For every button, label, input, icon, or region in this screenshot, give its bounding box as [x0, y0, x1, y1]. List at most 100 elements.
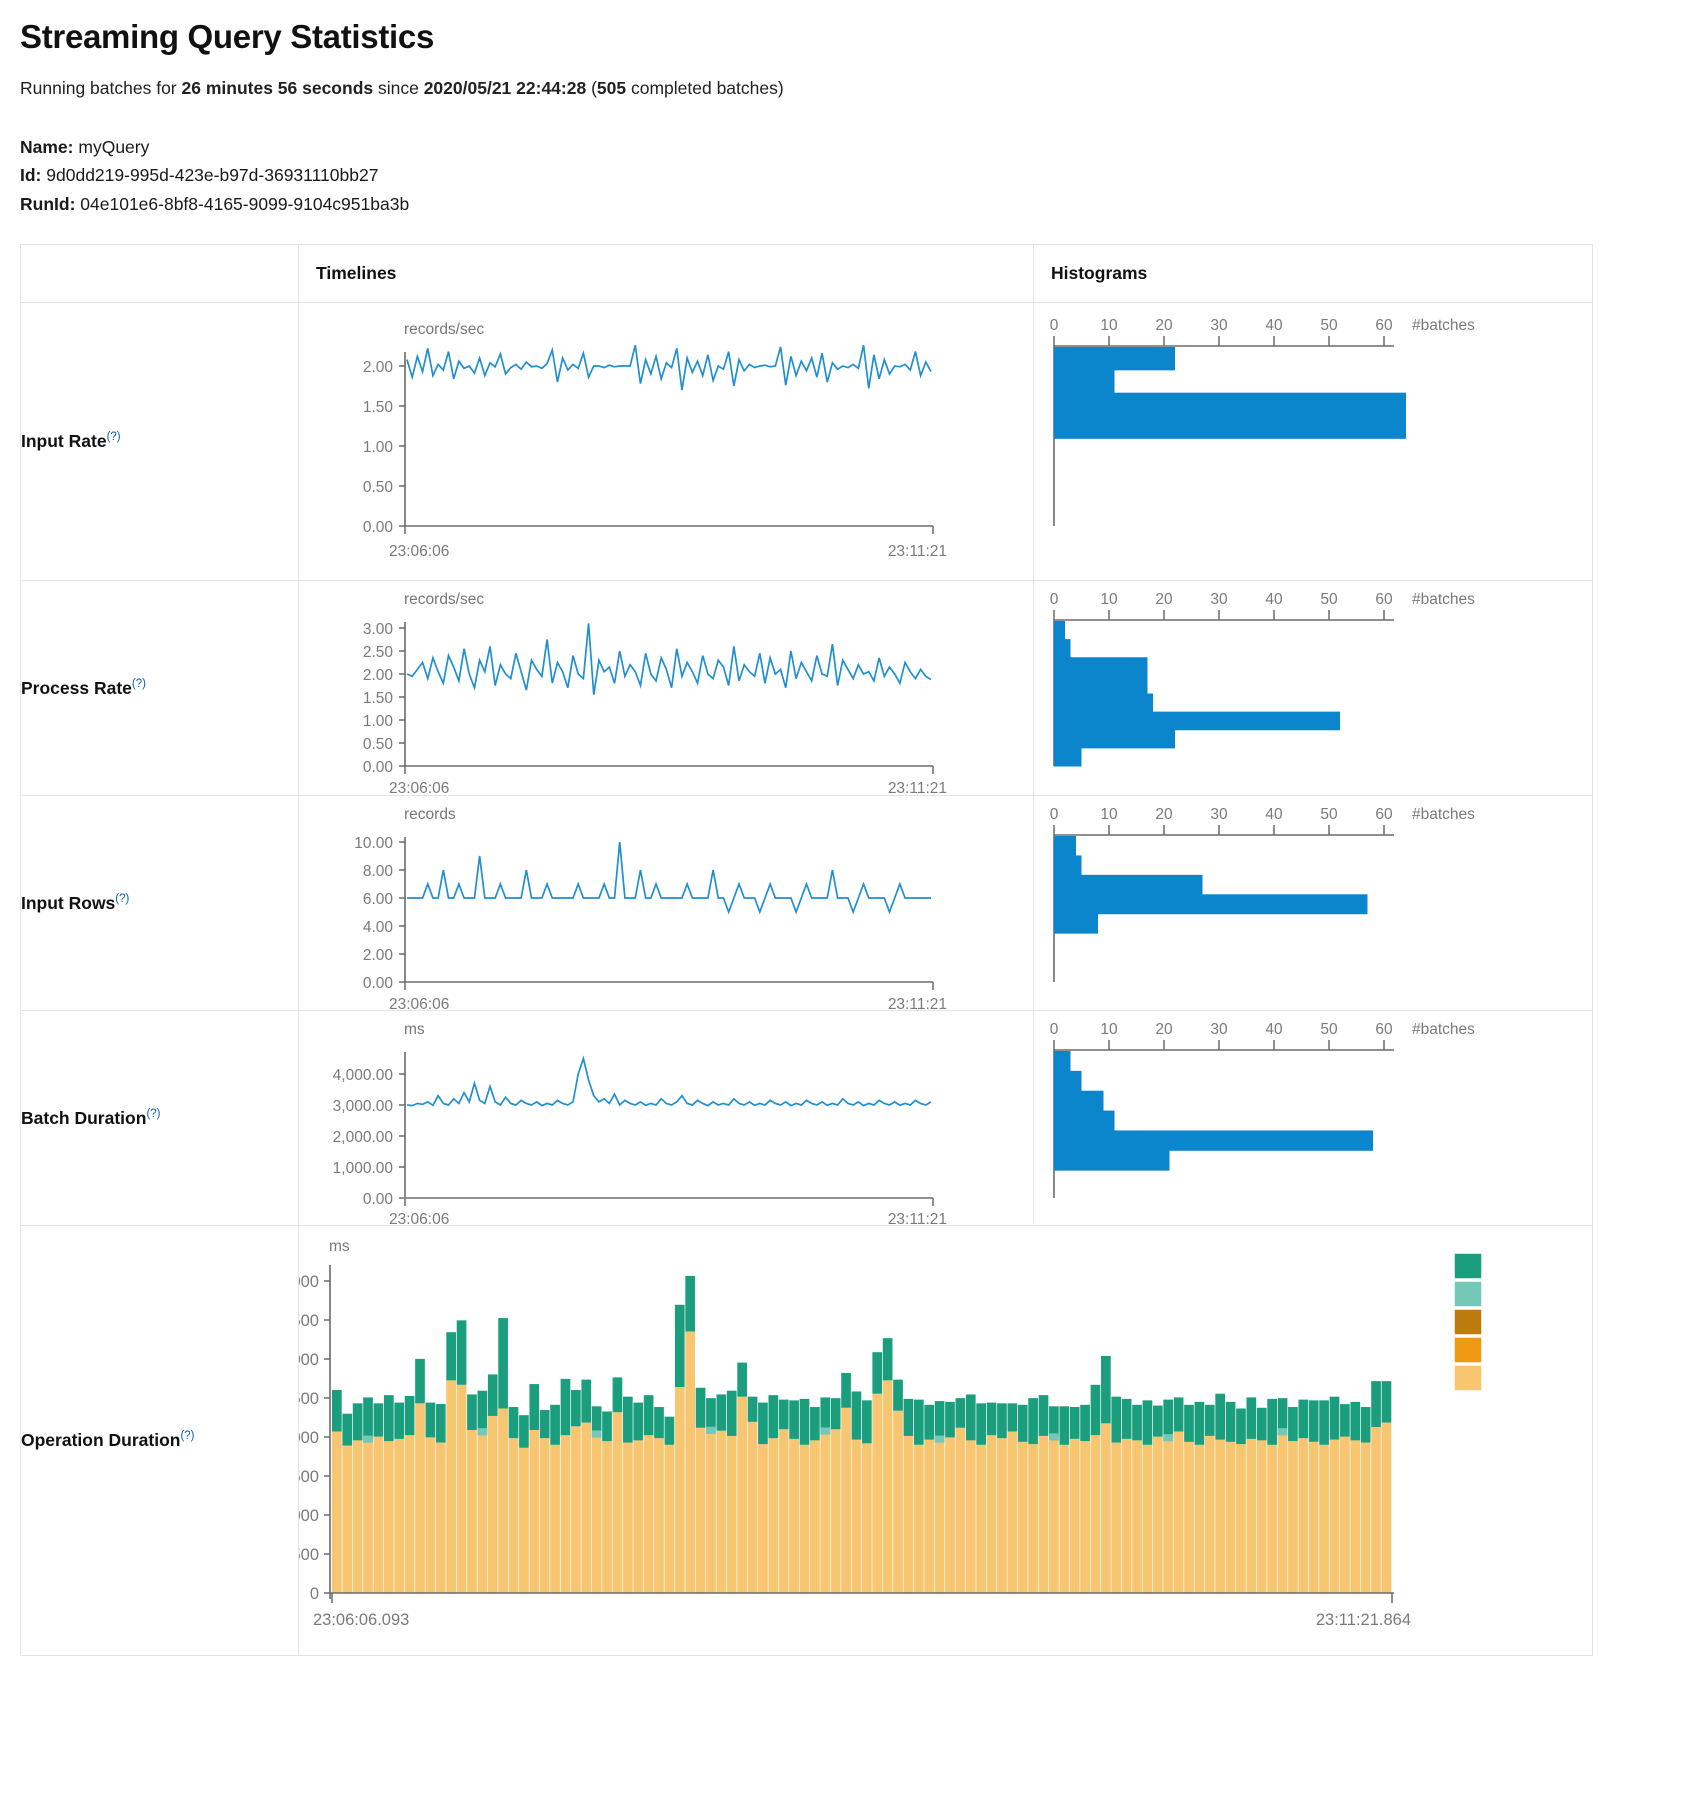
od-bar-segment-bottom: [581, 1422, 592, 1593]
od-bar-segment-top: [571, 1389, 581, 1426]
od-bar-segment-top: [685, 1275, 696, 1331]
od-bar-segment-bottom: [862, 1442, 872, 1593]
od-bar-segment-bottom: [1173, 1431, 1184, 1593]
process-rate-histogram-chart[interactable]: 0 10 20 30 40 50 60 #batches: [1034, 582, 1591, 795]
timeline-unit-label: records: [404, 806, 456, 823]
od-bar-segment-top: [394, 1402, 405, 1439]
histogram-bar: [1054, 656, 1148, 676]
id-label: Id:: [20, 165, 42, 186]
help-icon[interactable]: (?): [146, 1107, 161, 1120]
svg-text:30: 30: [1210, 591, 1228, 608]
od-bar-segment-bottom: [1142, 1444, 1153, 1593]
svg-text:50: 50: [1320, 591, 1338, 608]
query-metadata: Name: myQuery Id: 9d0dd219-995d-423e-b97…: [20, 133, 1673, 218]
timeline-cell-input-rate: records/sec 2.00 1.50 1.00 0.50: [298, 302, 1034, 582]
batch-duration-timeline-chart[interactable]: ms 4,000.00 3,000.00 2,000.00 1,000.00: [299, 1012, 1033, 1225]
help-icon[interactable]: (?): [115, 892, 130, 905]
od-bar-segment-bottom: [997, 1437, 1007, 1593]
od-bar-segment-bottom: [352, 1439, 363, 1593]
od-bar-segment-top: [591, 1405, 602, 1437]
batch-duration-histogram-chart[interactable]: 0 10 20 30 40 50 60 #batches: [1034, 1012, 1591, 1225]
hist-unit-label: #batches: [1412, 1021, 1475, 1038]
y-axis-ticks: 4,000.00 3,000.00 2,000.00 1,000.00 0.00: [333, 1067, 405, 1208]
svg-text:20: 20: [1155, 806, 1173, 823]
od-bar-segment-bottom: [602, 1440, 612, 1593]
help-icon[interactable]: (?): [180, 1430, 195, 1443]
od-bar-segment-top: [519, 1414, 529, 1448]
legend-swatch[interactable]: [1453, 1307, 1483, 1336]
od-bar-segment-top: [425, 1402, 436, 1437]
hist-x-ticks: 0 10 20 30 40 50 60 #batches: [1050, 317, 1475, 346]
od-bar-segment-bottom: [1069, 1438, 1080, 1593]
od-bar-segment-bottom: [1267, 1444, 1277, 1593]
od-bar-segment-top: [1069, 1406, 1080, 1439]
input-rows-histogram-chart[interactable]: 0 10 20 30 40 50 60 #batches: [1034, 797, 1591, 1010]
timeline-cell-process-rate: records/sec 3.00 2.50 2.00 1.50: [298, 580, 1034, 797]
process-rate-timeline-chart[interactable]: records/sec 3.00 2.50 2.00 1.50: [299, 582, 1033, 795]
svg-text:0.00: 0.00: [363, 975, 394, 992]
od-bar-segment-bottom: [1371, 1426, 1381, 1593]
od-bar-segment-bottom: [1132, 1439, 1142, 1593]
svg-text:20: 20: [1155, 317, 1173, 334]
running-batches-subtitle: Running batches for 26 minutes 56 second…: [20, 78, 1673, 99]
od-bar-segment-bottom: [1007, 1431, 1018, 1593]
operation-duration-chart[interactable]: ms 4000 3500 3000 2500 2000: [299, 1227, 1591, 1655]
od-bar-segment-top: [955, 1397, 966, 1428]
od-bar-segment-bottom: [1298, 1437, 1309, 1593]
od-bar-segment-top: [373, 1402, 384, 1437]
od-bar-segment-bottom: [456, 1384, 467, 1593]
od-bar-segment-top: [498, 1317, 508, 1409]
od-bar-segment-bottom: [1319, 1444, 1329, 1593]
od-bar-segment-bottom: [373, 1436, 384, 1593]
metric-name: Operation Duration: [21, 1430, 181, 1451]
table-header-row: Timelines Histograms: [20, 244, 1593, 304]
input-rows-line: [407, 841, 931, 914]
od-bar-segment-top: [1028, 1397, 1038, 1444]
page-title: Streaming Query Statistics: [20, 18, 435, 55]
od-bar-segment-top: [363, 1396, 373, 1443]
od-bar-segment-bottom: [820, 1433, 831, 1593]
od-bar-segment-top: [986, 1402, 997, 1435]
legend-swatch[interactable]: [1453, 1279, 1483, 1308]
legend-swatch[interactable]: [1453, 1251, 1483, 1280]
od-bar-segment-top: [695, 1387, 706, 1428]
help-icon[interactable]: (?): [106, 431, 121, 444]
od-bar-segment-top: [508, 1406, 519, 1438]
od-bar-segment-top: [664, 1416, 675, 1445]
histogram-bar: [1054, 1070, 1082, 1091]
histogram-bar: [1054, 674, 1148, 694]
od-bar-segment-bottom: [1340, 1436, 1350, 1593]
timeline-unit-label: records/sec: [404, 591, 484, 608]
subtitle-prefix: Running batches for: [20, 78, 182, 98]
od-bar-segment-bottom: [1381, 1422, 1392, 1593]
metric-name: Input Rows: [21, 892, 116, 913]
od-legend[interactable]: [1453, 1251, 1483, 1392]
histogram-bar: [1054, 854, 1082, 875]
od-bar-segment-bottom: [1350, 1439, 1361, 1593]
od-bar-segment-mid: [1049, 1432, 1059, 1440]
hist-bars: [1054, 346, 1406, 439]
svg-text:1500: 1500: [299, 1468, 319, 1486]
timeline-unit-label: records/sec: [404, 321, 484, 338]
svg-text:1.50: 1.50: [363, 399, 394, 416]
help-icon[interactable]: (?): [131, 677, 146, 690]
svg-text:2,000.00: 2,000.00: [333, 1129, 394, 1146]
od-bar-segment-bottom: [976, 1444, 986, 1593]
od-bar-segment-bottom: [1225, 1441, 1236, 1593]
svg-text:0.00: 0.00: [363, 519, 394, 536]
legend-swatch[interactable]: [1453, 1363, 1483, 1392]
svg-text:0: 0: [310, 1585, 319, 1603]
input-rate-timeline-chart[interactable]: records/sec 2.00 1.50 1.00 0.50: [299, 304, 1033, 580]
header-timelines: Timelines: [298, 244, 1034, 304]
input-rate-histogram-chart[interactable]: 0 10 20 30 40 50 60 #batches: [1034, 304, 1591, 580]
od-bar-segment-bottom: [383, 1440, 394, 1593]
header-blank: [20, 244, 299, 304]
od-bar-segment-top: [1288, 1406, 1298, 1441]
od-bar-segment-top: [1329, 1396, 1340, 1440]
legend-swatch[interactable]: [1453, 1335, 1483, 1364]
od-bar-segment-bottom: [1277, 1434, 1288, 1593]
input-rows-timeline-chart[interactable]: records 10.00 8.00 6.00 4.00: [299, 797, 1033, 1010]
od-bar-segment-bottom: [435, 1442, 446, 1593]
od-bar-segment-top: [997, 1402, 1007, 1438]
od-bar-segment-top: [332, 1389, 342, 1432]
